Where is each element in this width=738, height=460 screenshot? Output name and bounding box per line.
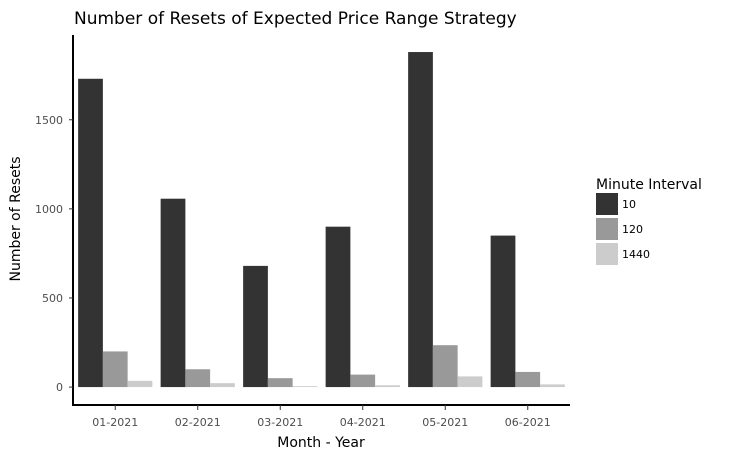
bar-03-2021-120 (267, 378, 293, 388)
bar-02-2021-10 (160, 198, 186, 388)
bar-04-2021-120 (350, 374, 376, 388)
chart-title: Number of Resets of Expected Price Range… (74, 9, 517, 29)
bar-05-2021-10 (408, 52, 433, 388)
bar-02-2021-120 (185, 369, 211, 388)
bar-05-2021-1440 (457, 376, 483, 388)
bar-03-2021-10 (243, 265, 268, 388)
x-axis-ticks: 01-2021 02-2021 03-2021 04-2021 05-2021 06-20… (92, 405, 551, 429)
x-tick-label: 01-2021 (92, 416, 138, 429)
legend-label-10: 10 (622, 198, 636, 211)
bar-06-2021-120 (515, 371, 541, 388)
y-axis-ticks: 0 500 1000 1500 (35, 114, 73, 394)
bar-04-2021-1440 (375, 385, 400, 388)
bar-01-2021-1440 (127, 380, 153, 388)
legend: Minute Interval 10 120 1440 (596, 177, 702, 265)
bar-03-2021-1440 (292, 386, 318, 388)
plot-area (78, 52, 565, 388)
y-tick-label: 1000 (35, 203, 63, 216)
bar-01-2021-10 (78, 78, 103, 388)
y-tick-label: 500 (42, 292, 63, 305)
legend-swatch-10 (596, 193, 618, 215)
x-tick-label: 05-2021 (422, 416, 468, 429)
bar-06-2021-10 (490, 235, 516, 388)
legend-title: Minute Interval (596, 177, 702, 193)
bar-01-2021-120 (102, 351, 128, 388)
legend-label-1440: 1440 (622, 248, 650, 261)
y-tick-label: 0 (56, 381, 63, 394)
x-tick-label: 03-2021 (257, 416, 303, 429)
x-tick-label: 02-2021 (175, 416, 221, 429)
x-axis-title: Month - Year (277, 435, 365, 451)
x-tick-label: 04-2021 (340, 416, 386, 429)
legend-swatch-1440 (596, 243, 618, 265)
legend-label-120: 120 (622, 223, 643, 236)
legend-swatch-120 (596, 218, 618, 240)
bar-04-2021-10 (325, 226, 351, 388)
x-tick-label: 06-2021 (505, 416, 551, 429)
bar-06-2021-1440 (540, 384, 565, 388)
bar-02-2021-1440 (210, 383, 235, 388)
y-axis-title: Number of Resets (8, 156, 24, 281)
bar-05-2021-120 (432, 345, 458, 388)
y-tick-label: 1500 (35, 114, 63, 127)
